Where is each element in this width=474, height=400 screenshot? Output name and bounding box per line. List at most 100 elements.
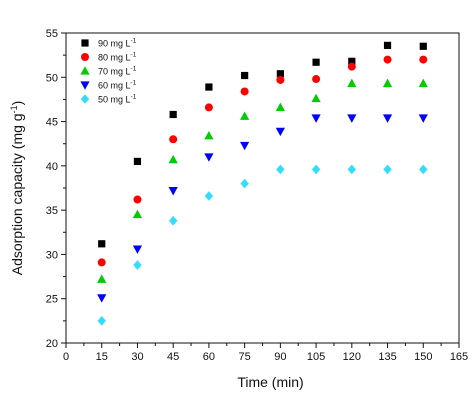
- data-point: [311, 164, 321, 175]
- data-point: [204, 130, 214, 140]
- data-point: [275, 127, 285, 137]
- y-axis-title: Adsorption capacity (mg g-1): [9, 101, 25, 276]
- legend-marker: [81, 39, 89, 47]
- data-point: [168, 215, 178, 226]
- data-point: [418, 78, 428, 88]
- legend-marker: [80, 94, 90, 104]
- data-point: [419, 42, 427, 50]
- legend-label-sup: -1: [131, 94, 137, 101]
- data-point: [169, 135, 178, 144]
- plot-border: [65, 32, 460, 344]
- x-tick-label: 15: [96, 351, 108, 363]
- data-point: [241, 71, 249, 80]
- legend-item: 90 mg L-1: [81, 38, 137, 49]
- legend-label: 90 mg L-1: [98, 38, 137, 49]
- data-point: [240, 178, 249, 189]
- x-tick-label: 45: [167, 351, 179, 363]
- data-point: [204, 153, 214, 162]
- legend-label-main: 60 mg L: [98, 81, 131, 91]
- data-point: [275, 102, 285, 111]
- legend-label-main: 90 mg L: [98, 39, 131, 49]
- data-point: [133, 260, 142, 270]
- plot-frame: [65, 32, 460, 344]
- series-1: [97, 55, 428, 267]
- x-tick-label: 120: [343, 351, 361, 363]
- legend-label-sup: -1: [131, 38, 137, 45]
- data-point: [276, 70, 284, 78]
- legend-label-sup: -1: [131, 80, 137, 87]
- y-tick-label: 50: [46, 72, 58, 84]
- legend-item: 60 mg L-1: [80, 80, 137, 91]
- y-tick-label: 45: [46, 117, 58, 129]
- data-point: [205, 83, 213, 91]
- data-point: [204, 103, 213, 112]
- legend-label-sup: -1: [131, 66, 137, 73]
- series-3: [97, 114, 428, 303]
- legend-label: 60 mg L-1: [98, 80, 137, 91]
- data-point: [97, 258, 106, 267]
- data-point: [204, 191, 214, 201]
- legend-label-sup: -1: [131, 52, 137, 59]
- data-point: [133, 157, 142, 166]
- data-point: [347, 78, 357, 88]
- series-4: [97, 164, 428, 326]
- y-tick-label: 40: [46, 161, 58, 173]
- data-point: [168, 154, 178, 164]
- data-point: [347, 164, 357, 175]
- y-axis-title-close: ): [9, 101, 25, 106]
- series-0: [98, 41, 427, 248]
- y-tick-label: 35: [46, 205, 58, 217]
- data-point: [419, 164, 428, 175]
- legend-label: 70 mg L-1: [98, 66, 137, 77]
- data-point: [311, 93, 321, 103]
- data-point: [418, 114, 428, 123]
- data-point: [132, 209, 143, 219]
- data-point: [276, 75, 285, 84]
- data-point: [382, 78, 393, 88]
- y-tick-label: 30: [46, 249, 58, 261]
- data-points: [97, 41, 428, 326]
- data-point: [383, 41, 392, 49]
- legend-item: 80 mg L-1: [81, 52, 137, 63]
- data-point: [311, 114, 321, 123]
- series-2: [97, 78, 428, 283]
- data-point: [419, 55, 428, 64]
- data-point: [97, 294, 107, 303]
- x-tick-label: 90: [274, 351, 286, 363]
- y-axis-title-main: Adsorption capacity (mg g: [9, 113, 25, 275]
- x-tick-label: 75: [239, 351, 251, 363]
- legend-item: 70 mg L-1: [80, 66, 137, 77]
- data-point: [382, 114, 393, 123]
- y-tick-label: 20: [46, 338, 58, 350]
- y-tick-label: 25: [46, 294, 58, 306]
- data-point: [240, 141, 250, 151]
- legend-label-main: 70 mg L: [98, 67, 131, 77]
- data-point: [240, 111, 250, 120]
- data-point: [168, 187, 178, 196]
- data-point: [312, 75, 321, 84]
- x-tick-label: 30: [131, 351, 143, 363]
- data-point: [383, 164, 392, 175]
- x-tick-label: 60: [203, 351, 215, 363]
- legend-label-main: 50 mg L: [98, 95, 131, 105]
- x-axis-ticks: 0 15 30 45 60 75 90 105 120 135 150 165: [63, 343, 468, 363]
- legend-marker: [81, 53, 89, 61]
- data-point: [97, 316, 106, 326]
- legend-label-main: 80 mg L: [98, 53, 131, 63]
- data-point: [276, 164, 285, 175]
- legend-marker: [80, 81, 90, 90]
- data-point: [169, 110, 177, 119]
- data-point: [133, 195, 142, 204]
- x-tick-label: 165: [450, 351, 468, 363]
- legend-marker: [80, 66, 90, 75]
- data-point: [132, 245, 143, 254]
- x-axis-title: Time (min): [237, 374, 303, 390]
- data-point: [383, 55, 392, 64]
- data-point: [347, 62, 356, 71]
- legend-label: 80 mg L-1: [98, 52, 137, 63]
- data-point: [98, 240, 106, 248]
- data-point: [348, 57, 356, 65]
- x-tick-label: 105: [307, 351, 325, 363]
- y-tick-label: 55: [46, 28, 58, 40]
